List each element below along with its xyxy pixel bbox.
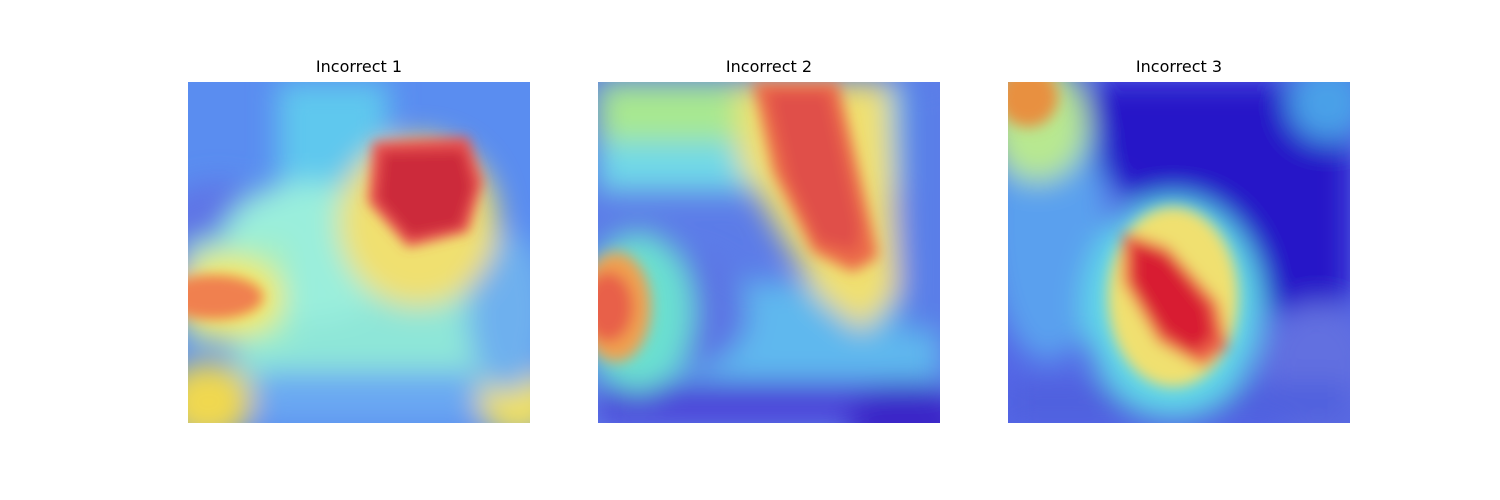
heatmap-image [1008, 82, 1350, 423]
panel-title: Incorrect 3 [1135, 57, 1223, 76]
panel-incorrect-3: Incorrect 3 [1008, 0, 1350, 500]
panel-incorrect-1: Incorrect 1 [188, 0, 530, 500]
heatmap-image [598, 82, 940, 423]
panel-incorrect-2: Incorrect 2 [598, 0, 940, 500]
panel-title: Incorrect 1 [315, 57, 403, 76]
panel-title: Incorrect 2 [725, 57, 813, 76]
heatmap-image [188, 82, 530, 423]
